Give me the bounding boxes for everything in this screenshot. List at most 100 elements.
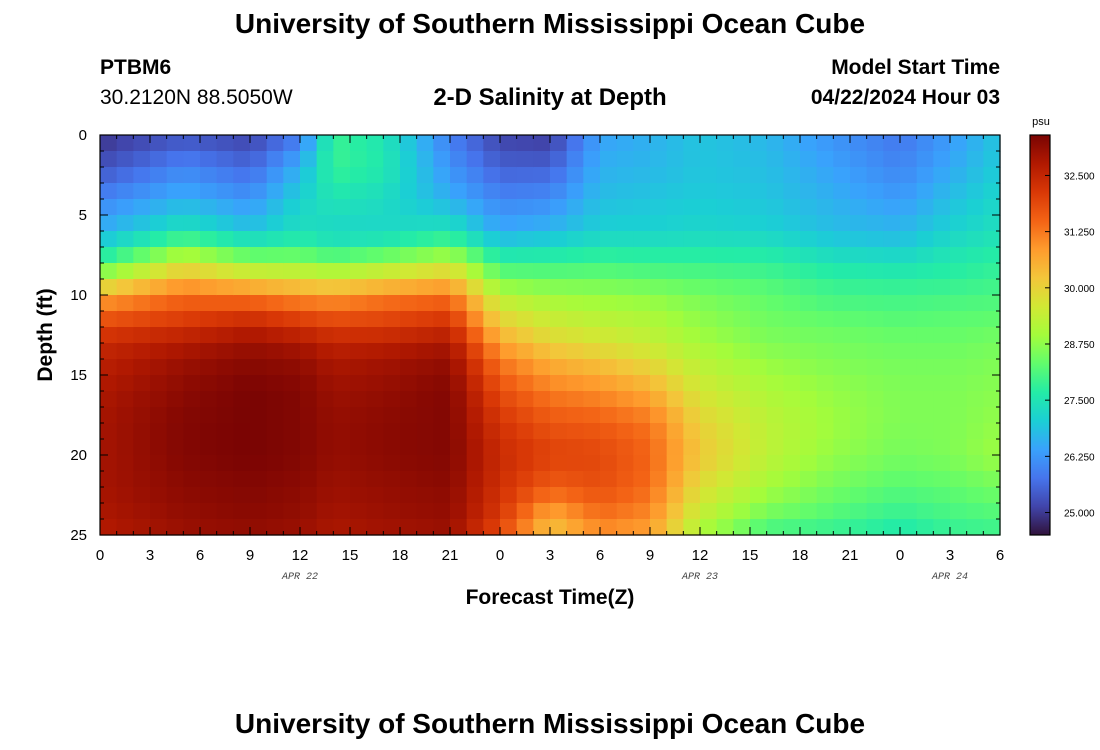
- heatmap-cell: [250, 423, 268, 440]
- heatmap-cell: [766, 423, 784, 440]
- heatmap-cell: [233, 487, 251, 504]
- heatmap-cell: [966, 311, 984, 328]
- heatmap-cell: [383, 471, 401, 488]
- heatmap-cell: [466, 279, 484, 296]
- heatmap-cell: [483, 279, 501, 296]
- heatmap-cell: [483, 151, 501, 168]
- heatmap-cell: [416, 471, 434, 488]
- heatmap-cell: [166, 167, 184, 184]
- heatmap-cell: [983, 487, 1001, 504]
- heatmap-cell: [400, 279, 418, 296]
- heatmap-cell: [183, 167, 201, 184]
- heatmap-cell: [900, 423, 918, 440]
- heatmap-cell: [283, 247, 301, 264]
- heatmap-cell: [516, 263, 534, 280]
- heatmap-cell: [216, 375, 234, 392]
- heatmap-cell: [350, 391, 368, 408]
- heatmap-cell: [900, 199, 918, 216]
- heatmap-cell: [633, 423, 651, 440]
- heatmap-cell: [883, 263, 901, 280]
- date-label: APR 22: [281, 572, 318, 583]
- heatmap-cell: [283, 519, 301, 536]
- heatmap-cell: [766, 327, 784, 344]
- heatmap-cell: [750, 327, 768, 344]
- heatmap-cell: [166, 343, 184, 360]
- heatmap-cell: [900, 167, 918, 184]
- heatmap-cell: [983, 423, 1001, 440]
- heatmap-cell: [916, 455, 934, 472]
- heatmap-cell: [916, 375, 934, 392]
- heatmap-cell: [366, 519, 384, 536]
- heatmap-cell: [450, 455, 468, 472]
- heatmap-cell: [850, 327, 868, 344]
- heatmap-cell: [433, 327, 451, 344]
- heatmap-cell: [166, 247, 184, 264]
- heatmap-cell: [283, 503, 301, 520]
- heatmap-cell: [616, 327, 634, 344]
- heatmap-cell: [383, 375, 401, 392]
- heatmap-cell: [700, 135, 718, 152]
- heatmap-cell: [500, 327, 518, 344]
- heatmap-cell: [850, 135, 868, 152]
- heatmap-cell: [466, 343, 484, 360]
- heatmap-cell: [750, 247, 768, 264]
- heatmap-cell: [816, 455, 834, 472]
- heatmap-cell: [333, 327, 351, 344]
- heatmap-cell: [183, 391, 201, 408]
- heatmap-cell: [350, 375, 368, 392]
- heatmap-cell: [800, 199, 818, 216]
- heatmap-cell: [816, 215, 834, 232]
- heatmap-cell: [650, 263, 668, 280]
- heatmap-cell: [833, 247, 851, 264]
- heatmap-cell: [683, 263, 701, 280]
- heatmap-cell: [666, 151, 684, 168]
- heatmap-cell: [200, 471, 218, 488]
- heatmap-cell: [750, 311, 768, 328]
- heatmap-cell: [966, 327, 984, 344]
- heatmap-cell: [100, 407, 118, 424]
- heatmap-cell: [200, 455, 218, 472]
- heatmap-cell: [316, 151, 334, 168]
- x-tick-label: 3: [946, 547, 954, 564]
- heatmap-cell: [233, 343, 251, 360]
- heatmap-cell: [516, 471, 534, 488]
- heatmap-cell: [600, 487, 618, 504]
- heatmap-cell: [566, 231, 584, 248]
- heatmap-cell: [666, 503, 684, 520]
- heatmap-cell: [916, 487, 934, 504]
- heatmap-cell: [133, 519, 151, 536]
- heatmap-cell: [400, 503, 418, 520]
- heatmap-cell: [866, 167, 884, 184]
- heatmap-cell: [883, 487, 901, 504]
- heatmap-cell: [183, 199, 201, 216]
- heatmap-cell: [700, 375, 718, 392]
- heatmap-cell: [400, 183, 418, 200]
- heatmap-cell: [300, 455, 318, 472]
- heatmap-cell: [633, 135, 651, 152]
- heatmap-cell: [750, 487, 768, 504]
- heatmap-cell: [416, 519, 434, 536]
- heatmap-cell: [650, 167, 668, 184]
- heatmap-cell: [333, 439, 351, 456]
- heatmap-cell: [283, 455, 301, 472]
- heatmap-cell: [866, 407, 884, 424]
- heatmap-cell: [300, 295, 318, 312]
- heatmap-cell: [183, 295, 201, 312]
- heatmap-cell: [316, 311, 334, 328]
- heatmap-cell: [566, 439, 584, 456]
- heatmap-cell: [216, 487, 234, 504]
- heatmap-cell: [116, 487, 134, 504]
- heatmap-cell: [216, 263, 234, 280]
- heatmap-cell: [533, 199, 551, 216]
- heatmap-cell: [766, 407, 784, 424]
- heatmap-cell: [983, 247, 1001, 264]
- heatmap-cell: [166, 519, 184, 536]
- heatmap-cell: [483, 167, 501, 184]
- heatmap-cell: [716, 327, 734, 344]
- heatmap-cell: [583, 327, 601, 344]
- heatmap-cell: [866, 135, 884, 152]
- heatmap-cell: [550, 231, 568, 248]
- heatmap-cell: [866, 279, 884, 296]
- heatmap-cell: [483, 247, 501, 264]
- heatmap-cell: [566, 503, 584, 520]
